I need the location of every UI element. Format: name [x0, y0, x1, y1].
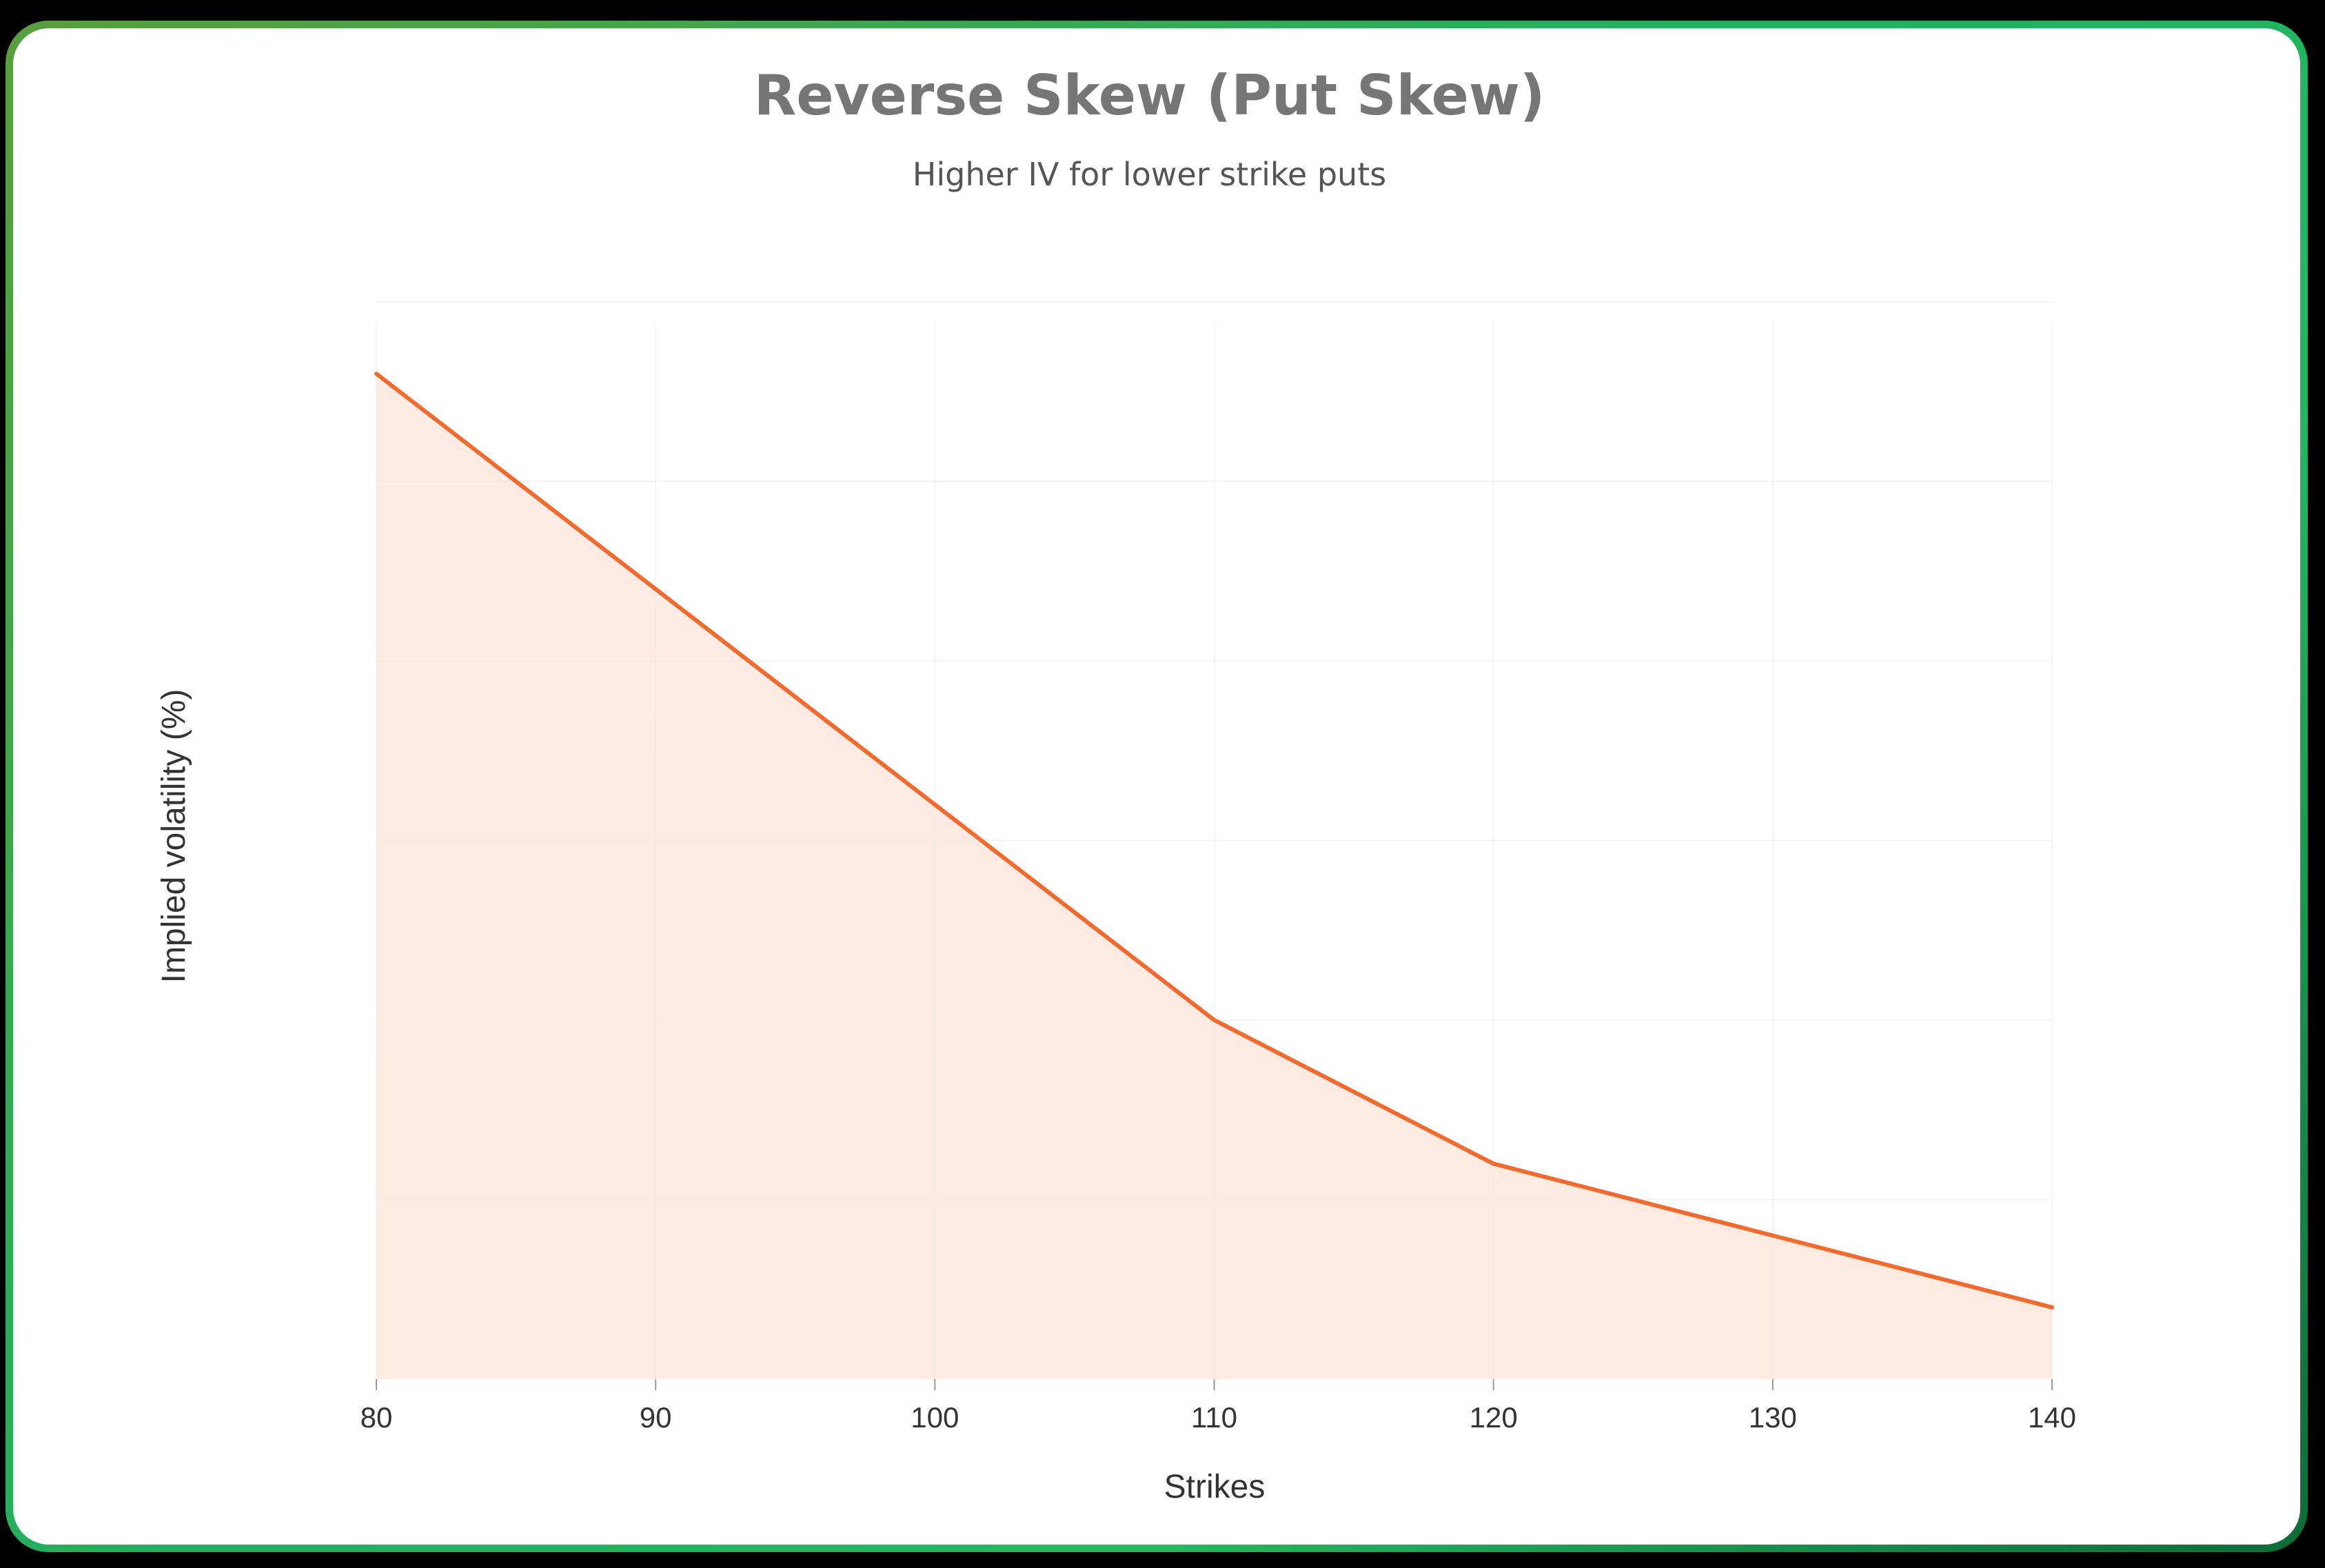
chart-subtitle: Higher IV for lower strike puts — [912, 156, 1387, 193]
y-axis-title: Implied volatility (%) — [156, 689, 192, 984]
x-tick-label: 100 — [911, 1401, 959, 1434]
x-tick-label: 110 — [1191, 1401, 1237, 1434]
x-tick-label: 90 — [640, 1401, 672, 1434]
x-tick-label: 130 — [1749, 1401, 1797, 1434]
area-fill — [376, 374, 2052, 1380]
x-tick-label: 80 — [361, 1401, 393, 1434]
x-axis-title: Strikes — [1164, 1469, 1266, 1505]
x-tick-label: 120 — [1470, 1401, 1518, 1434]
iv-series-line — [374, 371, 2054, 1310]
x-axis-ticks — [376, 1379, 2053, 1390]
chart-title: Reverse Skew (Put Skew) — [753, 63, 1545, 128]
x-axis-tick-labels: 80 90 100 110 120 130 140 — [361, 1401, 2076, 1434]
x-tick-label: 140 — [2028, 1401, 2076, 1434]
